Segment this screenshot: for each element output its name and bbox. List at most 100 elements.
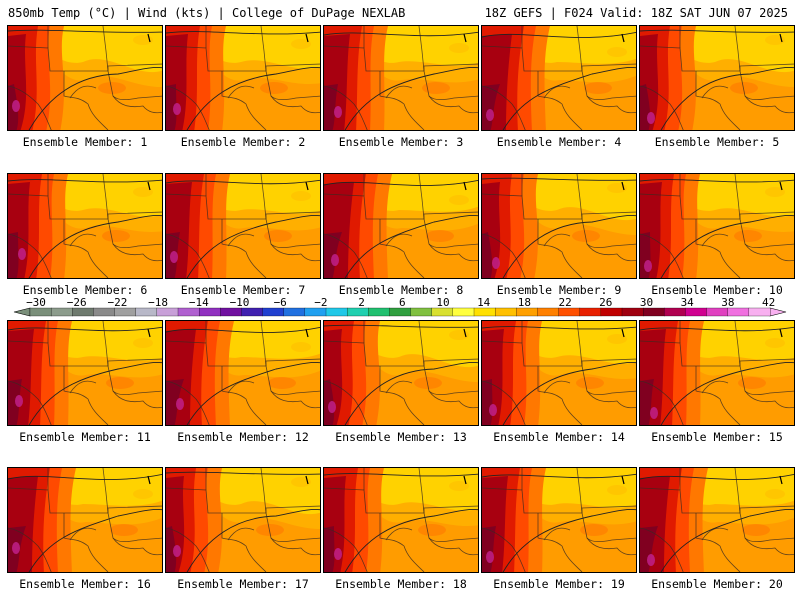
ensemble-map-panel	[481, 320, 637, 426]
colorbar-tick-label: 22	[558, 296, 571, 309]
colorbar-swatch	[579, 307, 602, 317]
colorbar-tick-label: 14	[477, 296, 491, 309]
colorbar-swatch	[685, 307, 708, 317]
colorbar-swatch	[114, 307, 137, 317]
colorbar-tick-label: 26	[599, 296, 612, 309]
colorbar-swatch	[621, 307, 644, 317]
temperature-field-map	[8, 321, 162, 425]
colorbar-tick-label: −30	[26, 296, 46, 309]
colorbar-swatch	[494, 307, 517, 317]
ensemble-map-panel	[323, 320, 479, 426]
colorbar-swatch	[473, 307, 496, 317]
temperature-field-map	[324, 468, 478, 572]
ensemble-map-panel	[323, 25, 479, 131]
colorbar-tick-label: −26	[67, 296, 87, 309]
run-valid-time: 18Z GEFS | F024 Valid: 18Z SAT JUN 07 20…	[484, 6, 788, 20]
colorbar-tick-label: −2	[314, 296, 327, 309]
temperature-field-map	[324, 26, 478, 130]
ensemble-member-label: Ensemble Member: 10	[651, 283, 783, 297]
temperature-field-map	[482, 174, 636, 278]
colorbar-swatch	[600, 307, 623, 317]
colorbar-swatch	[156, 307, 179, 317]
ensemble-map-panel	[481, 467, 637, 573]
ensemble-member-label: Ensemble Member: 14	[493, 430, 625, 444]
colorbar-swatch	[558, 307, 581, 317]
ensemble-map-panel	[165, 320, 321, 426]
temperature-field-map	[8, 174, 162, 278]
temperature-field-map	[8, 468, 162, 572]
ensemble-map-panel	[7, 320, 163, 426]
colorbar-tick-label: −22	[107, 296, 127, 309]
temperature-field-map	[324, 174, 478, 278]
colorbar-swatch	[177, 307, 200, 317]
colorbar-max-arrow	[769, 307, 787, 317]
ensemble-map-panel	[639, 25, 795, 131]
colorbar-swatch	[642, 307, 665, 317]
ensemble-map-panel	[7, 25, 163, 131]
ensemble-member-label: Ensemble Member: 19	[493, 577, 625, 591]
ensemble-map-panel	[481, 25, 637, 131]
temperature-field-map	[166, 174, 320, 278]
temperature-field-map	[482, 321, 636, 425]
ensemble-map-panel	[7, 173, 163, 279]
colorbar-swatch	[50, 307, 73, 317]
temperature-field-map	[640, 26, 794, 130]
colorbar-min-arrow	[13, 307, 31, 317]
colorbar-tick-label: 2	[358, 296, 365, 309]
colorbar-tick-label: 34	[681, 296, 695, 309]
ensemble-map-panel	[639, 320, 795, 426]
colorbar-swatch	[304, 307, 327, 317]
ensemble-map-panel	[165, 467, 321, 573]
colorbar-swatch	[368, 307, 390, 317]
colorbar-swatch	[29, 307, 52, 317]
ensemble-map-panel	[7, 467, 163, 573]
colorbar-swatch	[410, 307, 433, 317]
colorbar-tick-label: 6	[399, 296, 406, 309]
colorbar-swatch	[516, 307, 538, 317]
colorbar-swatch	[262, 307, 285, 317]
colorbar-swatch	[706, 307, 729, 317]
temperature-field-map	[640, 321, 794, 425]
colorbar-tick-label: −10	[230, 296, 250, 309]
colorbar-swatch	[135, 307, 158, 317]
ensemble-member-label: Ensemble Member: 8	[338, 283, 464, 297]
ensemble-member-label: Ensemble Member: 4	[496, 135, 622, 149]
temperature-field-map	[640, 174, 794, 278]
colorbar-swatch	[283, 307, 306, 317]
colorbar-swatch	[72, 307, 94, 317]
ensemble-map-panel	[323, 467, 479, 573]
colorbar-tick-label: 38	[721, 296, 734, 309]
ensemble-member-label: Ensemble Member: 13	[335, 430, 467, 444]
ensemble-member-label: Ensemble Member: 9	[496, 283, 622, 297]
colorbar-tick-label: −14	[189, 296, 209, 309]
map-title: 850mb Temp (°C) | Wind (kts) | College o…	[8, 6, 406, 20]
ensemble-map-panel	[165, 25, 321, 131]
temperature-field-map	[166, 321, 320, 425]
temperature-field-map	[8, 26, 162, 130]
ensemble-member-label: Ensemble Member: 1	[22, 135, 148, 149]
temperature-field-map	[482, 26, 636, 130]
ensemble-member-label: Ensemble Member: 12	[177, 430, 309, 444]
colorbar-swatch	[325, 307, 348, 317]
colorbar-swatch	[727, 307, 750, 317]
colorbar-swatch	[452, 307, 475, 317]
ensemble-member-label: Ensemble Member: 16	[19, 577, 151, 591]
colorbar-swatch	[346, 307, 369, 317]
temperature-field-map	[324, 321, 478, 425]
colorbar-swatch	[220, 307, 242, 317]
ensemble-map-panel	[323, 173, 479, 279]
ensemble-member-label: Ensemble Member: 3	[338, 135, 464, 149]
colorbar-tick-label: 18	[518, 296, 531, 309]
colorbar-tick-label: 42	[762, 296, 775, 309]
ensemble-map-panel	[639, 173, 795, 279]
colorbar-swatch	[537, 307, 560, 317]
ensemble-member-label: Ensemble Member: 2	[180, 135, 306, 149]
ensemble-member-label: Ensemble Member: 17	[177, 577, 309, 591]
colorbar-swatch	[748, 307, 771, 317]
ensemble-member-label: Ensemble Member: 6	[22, 283, 148, 297]
colorbar-tick-label: 10	[436, 296, 449, 309]
ensemble-member-label: Ensemble Member: 18	[335, 577, 467, 591]
temperature-field-map	[482, 468, 636, 572]
colorbar-tick-label: 30	[640, 296, 653, 309]
temperature-colorbar: −30 −26 −22 −18 −14 −10 −6 −2 2 6 10 14 18 22 26 30 34 38…	[0, 296, 800, 322]
